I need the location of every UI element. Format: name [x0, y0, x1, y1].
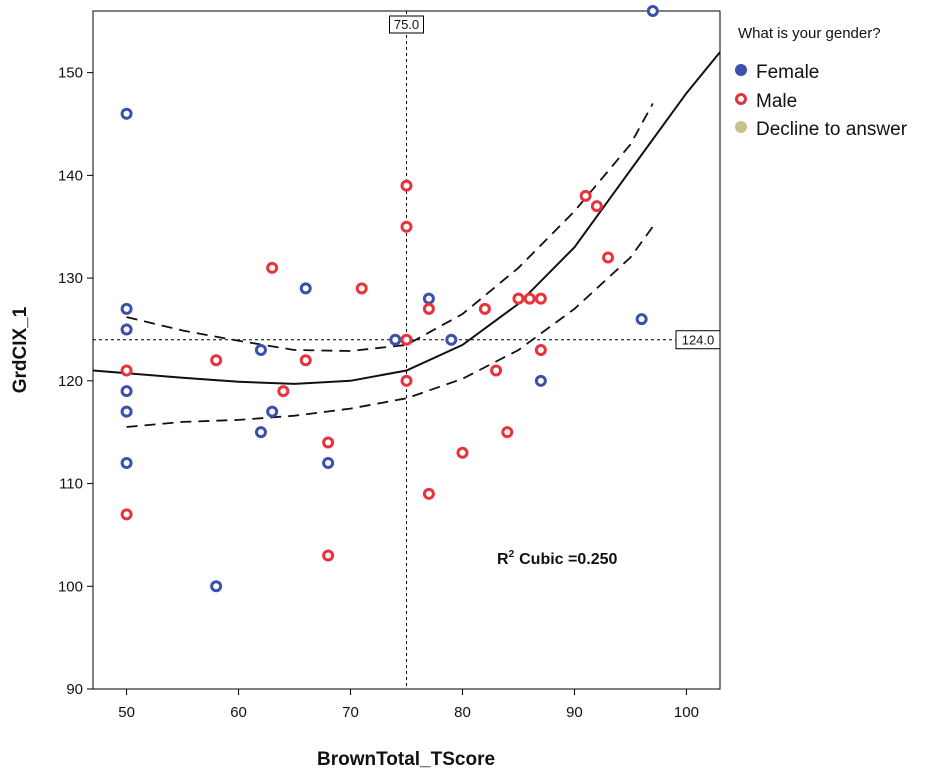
data-point-male — [277, 385, 290, 398]
data-point-male — [579, 189, 592, 202]
x-axis-title: BrownTotal_TScore — [317, 749, 495, 769]
y-axis-title: GrdCIX_1 — [10, 306, 31, 393]
data-point-male — [590, 200, 603, 213]
x-tick-label: 90 — [566, 704, 583, 721]
data-point-female — [120, 385, 133, 398]
x-tick-label: 80 — [454, 704, 471, 721]
data-point-male — [534, 344, 547, 356]
data-point-female — [534, 374, 547, 387]
data-point-female — [322, 457, 335, 469]
data-point-male — [322, 549, 335, 562]
legend-label-male: Male — [756, 91, 797, 112]
r2-prefix: R — [497, 551, 509, 568]
data-point-female — [299, 282, 312, 295]
legend-label-female: Female — [756, 62, 819, 83]
legend-marker-male — [735, 93, 747, 105]
data-point-female — [120, 457, 133, 469]
data-point-male — [400, 374, 413, 387]
data-point-male — [456, 446, 469, 459]
y-reference-label: 124.0 — [682, 333, 715, 348]
y-tick-label: 90 — [66, 681, 83, 698]
fit-lines — [92, 51, 721, 428]
data-point-male — [355, 282, 368, 295]
x-reference-label: 75.0 — [394, 17, 419, 32]
y-tick-label: 130 — [58, 270, 83, 287]
data-point-male — [512, 292, 525, 305]
data-point-male — [422, 487, 435, 500]
data-point-male — [602, 251, 615, 264]
data-point-female — [445, 333, 458, 346]
data-point-male — [400, 179, 413, 192]
x-tick-label: 100 — [674, 704, 699, 721]
r2-superscript: 2 — [509, 549, 515, 560]
data-point-male — [478, 302, 491, 315]
x-tick-label: 60 — [230, 704, 247, 721]
data-point-male — [210, 354, 223, 367]
y-tick-label: 110 — [59, 476, 83, 493]
data-point-male — [501, 426, 514, 439]
legend: What is your gender? Female Male Decline… — [735, 25, 908, 140]
data-point-female — [120, 107, 133, 120]
data-point-female — [210, 580, 223, 593]
upper-confidence-line — [126, 103, 654, 352]
y-tick-label: 100 — [58, 578, 83, 595]
x-tick-label: 50 — [118, 704, 135, 721]
data-point-female — [254, 426, 267, 439]
legend-label-decline: Decline to answer — [756, 119, 908, 140]
y-reference-label-box — [675, 330, 721, 350]
data-point-male — [400, 333, 413, 346]
x-tick-label: 70 — [342, 704, 359, 721]
data-point-male — [534, 292, 547, 305]
data-point-female — [120, 302, 133, 315]
data-point-female — [266, 405, 279, 418]
lower-confidence-line — [126, 226, 654, 428]
data-point-male — [266, 261, 279, 274]
r2-value: Cubic =0.250 — [519, 551, 617, 568]
cubic-fit-line — [92, 51, 721, 385]
data-point-male — [299, 354, 312, 367]
data-point-female — [389, 333, 402, 346]
data-point-female — [120, 323, 133, 336]
data-point-male — [120, 508, 133, 521]
data-point-female — [254, 344, 267, 356]
data-point-male — [490, 364, 503, 377]
y-tick-label: 140 — [58, 167, 83, 184]
r-squared-annotation: R2 Cubic =0.250 — [497, 549, 618, 568]
data-point-male — [422, 302, 435, 315]
data-point-male — [523, 292, 536, 305]
data-point-female — [422, 292, 435, 305]
data-points — [120, 5, 659, 593]
y-tick-label: 150 — [58, 65, 83, 82]
data-point-male — [120, 364, 133, 377]
legend-marker-female — [735, 64, 747, 76]
data-point-male — [322, 436, 335, 449]
y-tick-label: 120 — [58, 373, 83, 390]
axis-ticks: 50 60 70 80 90 100 90 100 110 120 130 140 150 — [58, 65, 699, 721]
legend-marker-decline — [735, 121, 747, 133]
data-point-female — [646, 5, 659, 17]
data-point-female — [120, 405, 133, 418]
x-reference-label-box — [389, 15, 424, 34]
legend-title: What is your gender? — [738, 25, 881, 42]
data-point-male — [400, 220, 413, 233]
data-point-female — [635, 313, 648, 326]
